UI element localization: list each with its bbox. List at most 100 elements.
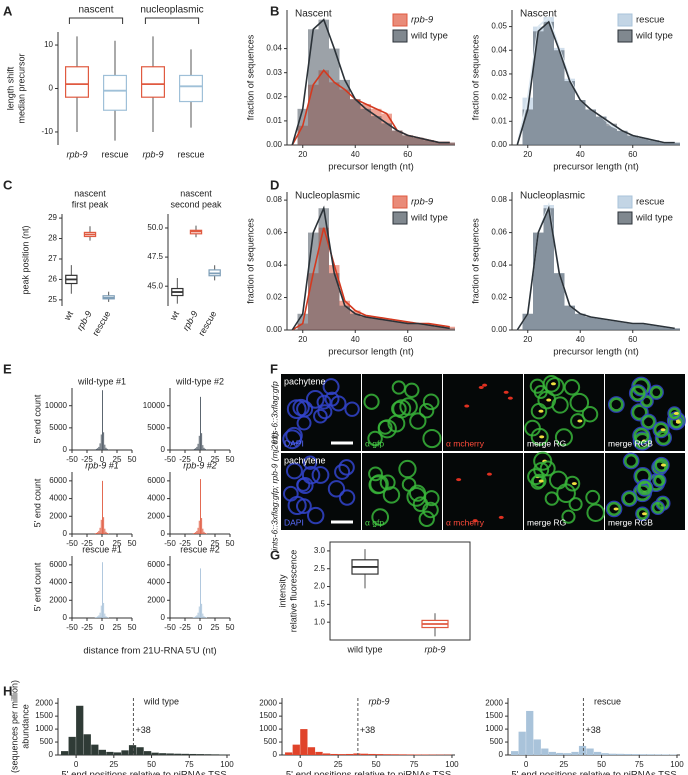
nucleus	[563, 379, 581, 396]
histogram-bar	[104, 528, 106, 534]
x-tick-label: 20	[523, 150, 532, 159]
histogram-bar	[585, 317, 596, 330]
histogram-bar	[201, 603, 203, 618]
histogram-bar	[189, 753, 197, 755]
y-axis-label: abundance	[20, 704, 30, 749]
histogram-bar	[371, 116, 382, 145]
nucleus	[391, 380, 406, 395]
nucleus	[624, 453, 639, 469]
histogram-bar	[103, 602, 105, 618]
histogram-bar	[97, 616, 99, 618]
tile-label: α mcherry	[446, 438, 485, 448]
density-line	[516, 20, 675, 146]
histogram-bar	[596, 116, 607, 145]
histogram-bar	[596, 318, 607, 330]
box	[64, 66, 89, 98]
histogram-bar	[100, 434, 102, 450]
histogram-bar	[195, 532, 197, 534]
y-tick-label: 10	[44, 40, 53, 49]
nucleus	[398, 459, 417, 479]
histogram-bar	[136, 747, 144, 755]
x-tick-label: wild type	[346, 644, 382, 654]
histogram-bar	[339, 305, 350, 330]
y-tick-label: 2.5	[314, 564, 326, 573]
x-tick-label: 25	[334, 760, 343, 769]
nucleus	[313, 408, 328, 424]
histogram-bar	[627, 323, 638, 330]
histogram-bar	[211, 754, 220, 755]
y-tick-label: 4000	[147, 578, 165, 587]
x-tick-label: 0	[198, 623, 203, 632]
legend-swatch	[392, 29, 408, 43]
y-axis-label: fraction of sequences	[470, 218, 480, 304]
histogram-bar	[194, 532, 195, 534]
nucleus	[641, 414, 656, 429]
y-tick-label: 10000	[143, 401, 166, 410]
nucleus	[302, 455, 318, 470]
y-tick-label: 0.00	[266, 140, 282, 149]
nucleus	[296, 415, 312, 431]
y-tick-label: 4000	[147, 494, 165, 503]
histogram-bar	[646, 754, 655, 755]
histogram-bar	[414, 754, 422, 755]
legend-label: rpb-9	[411, 197, 434, 208]
nucleus	[344, 401, 360, 417]
mcherry-focus	[503, 390, 509, 394]
nucleus	[630, 385, 646, 401]
x-tick-label: -25	[81, 623, 93, 632]
histogram-bar	[391, 754, 399, 755]
histogram-bar	[196, 754, 205, 755]
histogram-bar	[106, 751, 114, 755]
y-tick-label: 0.02	[491, 293, 507, 302]
histogram-bar	[106, 448, 108, 450]
chart-title: rescue	[594, 696, 621, 706]
group-label: nascent	[78, 5, 113, 16]
x-tick-label: 60	[628, 335, 637, 344]
nucleus	[635, 506, 650, 522]
histogram-bar	[198, 435, 200, 450]
histogram-bar	[76, 705, 84, 755]
histogram-bar	[99, 527, 101, 534]
x-tick-label: 25	[211, 539, 220, 548]
nucleus	[422, 393, 440, 411]
x-tick-label: rpb-9	[181, 309, 200, 332]
histogram-bar	[202, 613, 204, 618]
histogram-bar	[659, 142, 670, 145]
nucleus	[533, 461, 550, 478]
histogram-bar	[97, 448, 99, 450]
nucleus	[382, 486, 401, 504]
nucleus	[640, 413, 657, 430]
histogram-bar	[329, 48, 340, 146]
tile-label: merge RG	[527, 517, 566, 527]
nucleus	[330, 395, 347, 412]
legend-label: wild type	[635, 31, 673, 42]
histogram-bar	[219, 754, 227, 755]
nucleus	[369, 474, 389, 494]
histogram-bar	[206, 533, 207, 534]
x-tick-label: 40	[351, 335, 360, 344]
x-tick-label: rpb-9	[75, 309, 94, 332]
histogram-bar	[99, 443, 101, 450]
density-line	[516, 205, 675, 331]
stage-label: pachytene	[284, 376, 326, 386]
x-axis-label: precursor length (nt)	[328, 162, 414, 173]
y-tick-label: 28	[48, 234, 57, 243]
nucleus	[585, 489, 601, 505]
histogram-bar	[345, 753, 354, 755]
histogram-bar	[204, 617, 206, 618]
nucleus	[668, 407, 681, 420]
nucleus	[322, 378, 340, 396]
panel-label: E	[3, 361, 12, 376]
y-tick-label: 500	[40, 737, 54, 746]
mcherry-focus	[482, 383, 488, 387]
y-tick-label: 0	[161, 613, 166, 622]
group-label: nucleoplasmic	[140, 5, 203, 16]
y-tick-label: 25	[48, 295, 57, 304]
x-axis-label: precursor length (nt)	[553, 347, 639, 358]
legend-label: rescue	[636, 197, 665, 208]
histogram-bar	[201, 433, 203, 450]
histogram-bar	[661, 754, 670, 755]
nucleus	[285, 426, 303, 445]
x-tick-label: -50	[164, 539, 176, 548]
nucleus	[570, 413, 586, 429]
